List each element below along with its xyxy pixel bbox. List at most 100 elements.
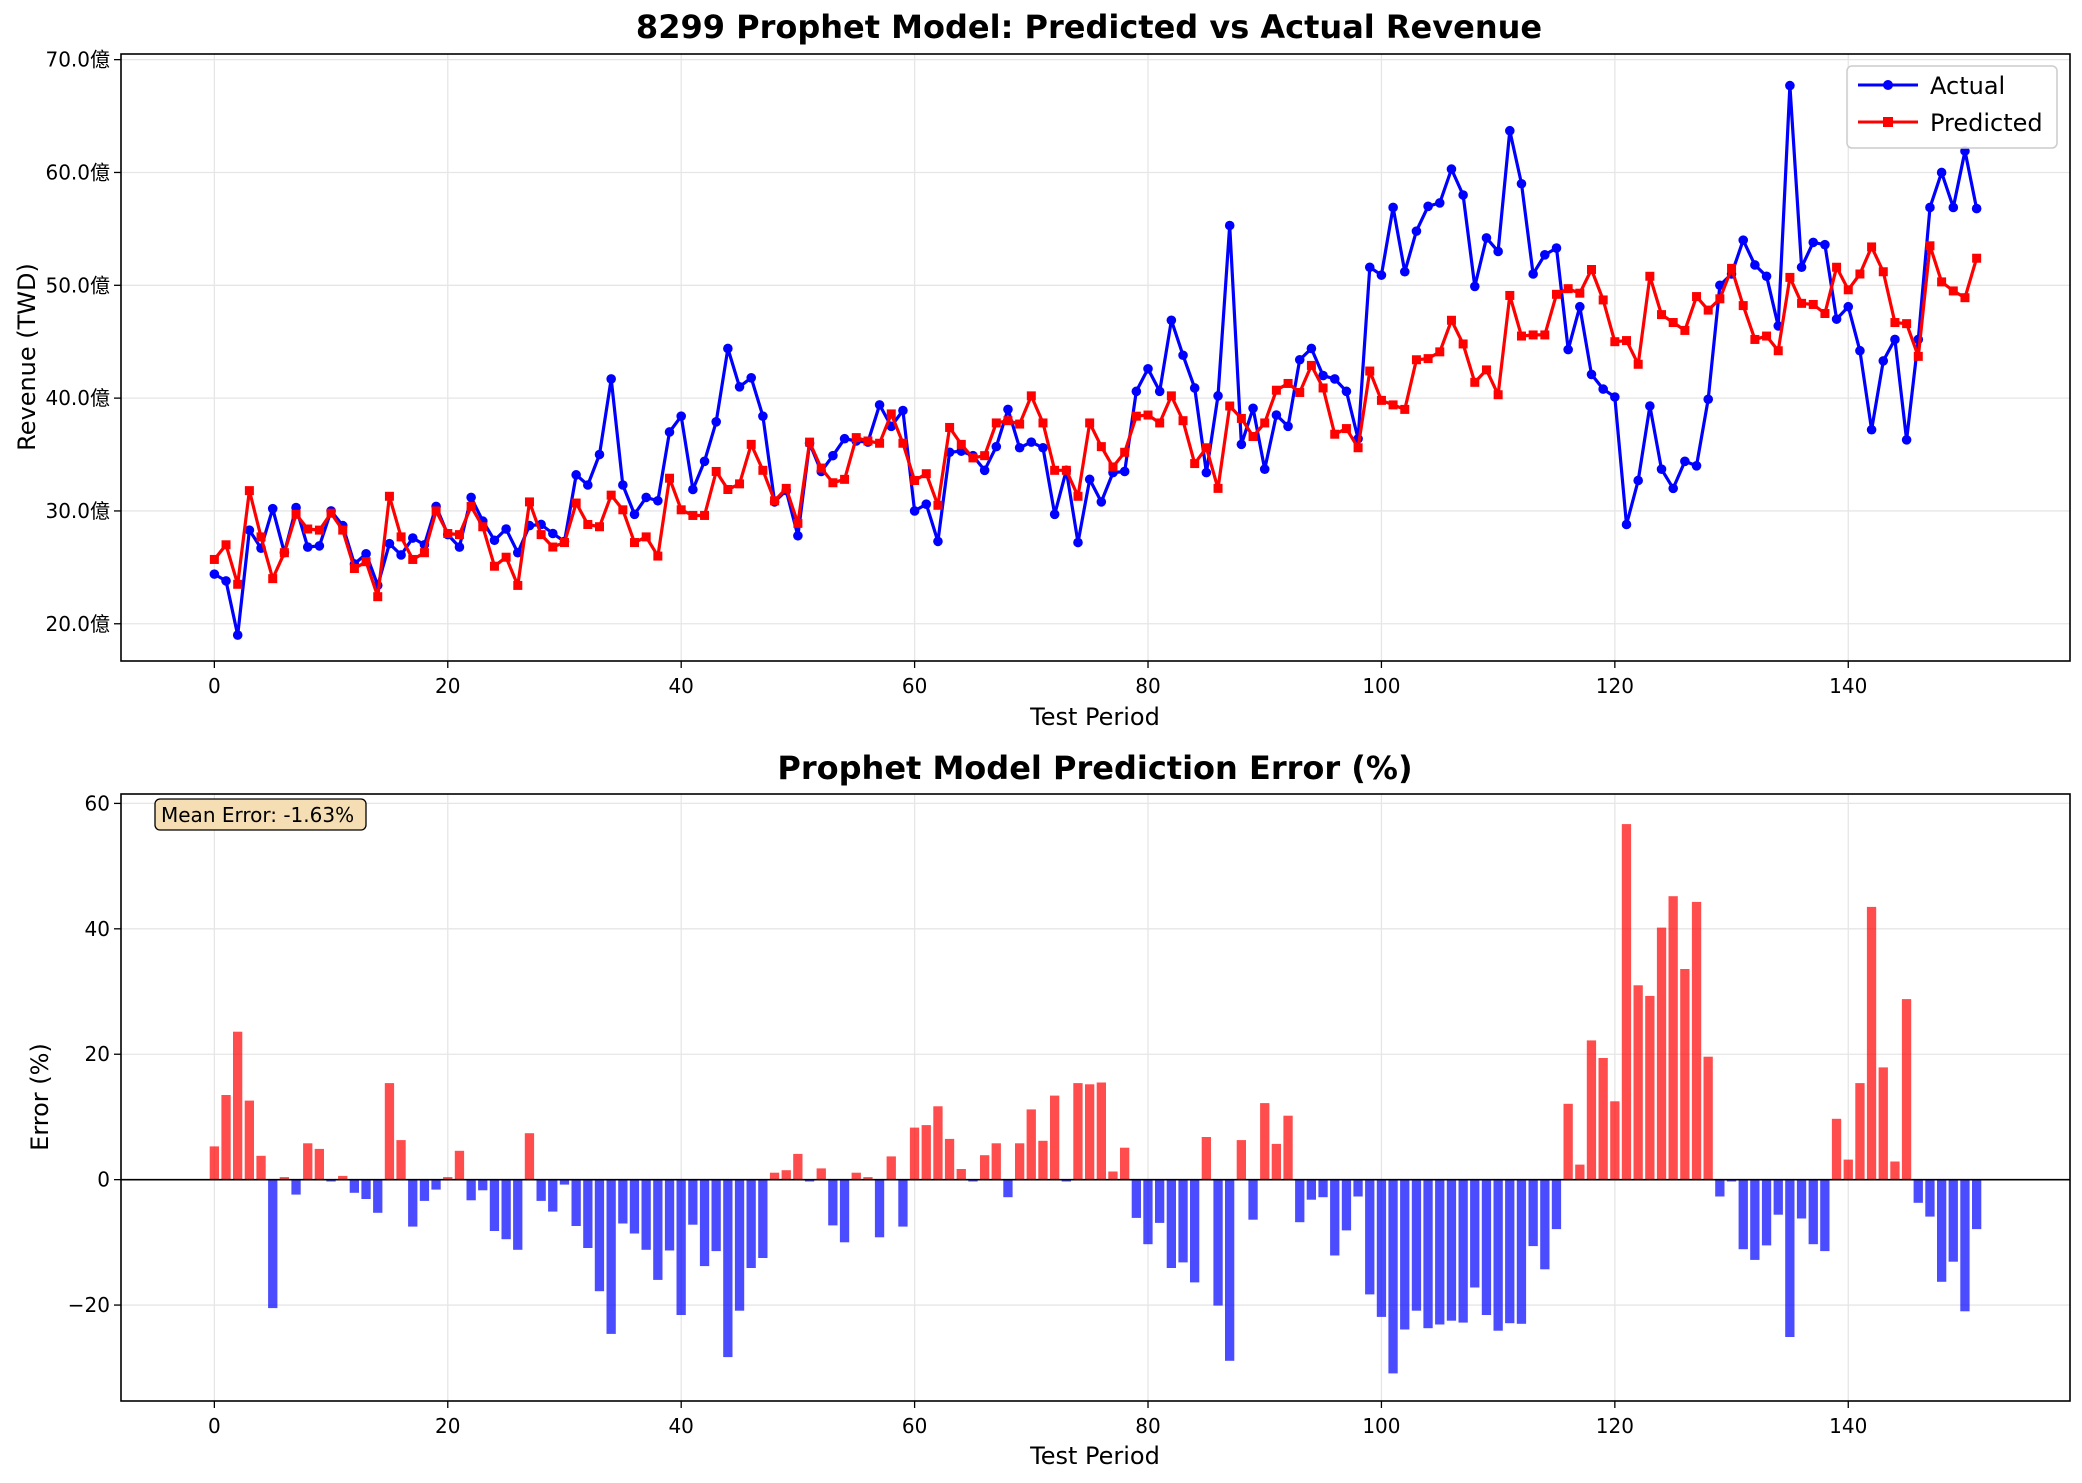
legend: Actual Predicted xyxy=(1846,65,2058,149)
data-point-predicted xyxy=(279,548,289,558)
error-bar xyxy=(1540,1179,1550,1270)
data-point-actual xyxy=(1796,262,1807,273)
error-bar xyxy=(1155,1179,1165,1223)
data-point-actual xyxy=(734,382,745,392)
data-point-predicted xyxy=(489,561,499,571)
data-point-actual xyxy=(1668,483,1678,494)
error-bar xyxy=(886,1156,896,1180)
error-bar xyxy=(454,1150,465,1180)
data-point-actual xyxy=(1738,235,1749,245)
error-bar xyxy=(1785,1179,1795,1337)
data-point-predicted xyxy=(1528,330,1538,340)
data-point-predicted xyxy=(338,525,348,535)
error-bar xyxy=(1960,1179,1970,1312)
data-point-predicted xyxy=(1026,391,1036,401)
error-bar xyxy=(1353,1179,1363,1197)
data-point-predicted xyxy=(443,529,453,539)
x-tick-label: 40 xyxy=(668,1414,693,1438)
data-point-actual xyxy=(209,569,220,579)
x-axis-ticks: 0 20 40 60 80 100 120 140 xyxy=(208,661,1867,698)
error-bar xyxy=(1190,1179,1200,1283)
data-point-predicted xyxy=(1481,365,1491,375)
error-bar xyxy=(1878,1067,1888,1180)
legend-predicted-label: Predicted xyxy=(1930,109,2043,137)
data-point-predicted xyxy=(1306,360,1316,370)
data-point-actual xyxy=(1248,403,1258,414)
series-layer xyxy=(209,80,1982,640)
error-bar xyxy=(1318,1179,1328,1198)
data-point-predicted xyxy=(1236,413,1246,423)
error-bar xyxy=(641,1179,651,1250)
data-point-predicted xyxy=(221,540,231,550)
data-point-predicted xyxy=(1551,289,1561,299)
data-point-actual xyxy=(1703,394,1714,405)
y-tick-label: 20.0億 xyxy=(45,612,110,636)
y-tick-label: 60 xyxy=(85,791,110,815)
data-point-predicted xyxy=(735,479,745,489)
x-tick-label: 60 xyxy=(902,674,927,698)
data-point-predicted xyxy=(478,522,488,532)
data-point-predicted xyxy=(618,505,628,515)
data-point-predicted xyxy=(571,498,581,508)
data-point-predicted xyxy=(1341,424,1351,434)
data-point-predicted xyxy=(454,530,464,540)
data-point-actual xyxy=(571,470,581,480)
error-bar xyxy=(256,1155,266,1180)
data-point-actual xyxy=(676,411,686,421)
data-point-predicted xyxy=(1131,411,1141,421)
data-point-actual xyxy=(758,411,768,421)
data-point-predicted xyxy=(396,532,406,542)
data-point-predicted xyxy=(1516,331,1526,341)
error-bar xyxy=(1400,1179,1410,1330)
data-point-predicted xyxy=(1937,277,1947,287)
data-point-actual xyxy=(1505,125,1515,136)
data-point-predicted xyxy=(1178,416,1188,426)
error-bar xyxy=(1901,999,1912,1180)
error-bar xyxy=(1656,927,1667,1180)
error-bar xyxy=(1096,1082,1106,1180)
data-point-predicted xyxy=(688,510,698,520)
error-bar xyxy=(279,1177,289,1180)
data-point-actual xyxy=(1971,203,1982,214)
data-point-predicted xyxy=(419,548,429,558)
data-point-predicted xyxy=(851,433,861,443)
data-point-predicted xyxy=(1225,401,1235,411)
data-point-actual xyxy=(839,433,850,444)
data-point-predicted xyxy=(1213,483,1223,493)
error-bar xyxy=(209,1146,219,1180)
error-bar xyxy=(396,1140,406,1180)
data-point-predicted xyxy=(665,473,675,483)
data-point-actual xyxy=(1084,474,1095,485)
data-point-predicted xyxy=(991,418,1001,428)
data-point-predicted xyxy=(431,506,441,516)
data-point-predicted xyxy=(863,436,873,446)
error-bar xyxy=(513,1179,523,1250)
error-bar xyxy=(839,1179,850,1243)
data-point-actual xyxy=(221,576,231,586)
x-tick-label: 80 xyxy=(1135,1414,1160,1438)
error-bar xyxy=(653,1179,663,1280)
data-point-predicted xyxy=(980,451,990,461)
error-bar xyxy=(489,1179,500,1231)
error-bar xyxy=(291,1179,301,1195)
data-point-predicted xyxy=(641,532,651,542)
error-bar xyxy=(1015,1143,1025,1180)
bar-chart-panel: Prophet Model Prediction Error (%) 0 20 40… xyxy=(26,749,2071,1470)
data-point-actual xyxy=(1843,301,1854,312)
error-bar xyxy=(1691,901,1702,1180)
data-point-predicted xyxy=(840,474,850,484)
x-tick-label: 60 xyxy=(902,1414,927,1438)
data-point-predicted xyxy=(1155,418,1165,428)
error-bar xyxy=(933,1106,943,1180)
error-bar xyxy=(723,1179,733,1358)
x-axis-label: Test Period xyxy=(1029,1442,1160,1470)
data-point-predicted xyxy=(1808,299,1818,309)
data-point-predicted xyxy=(1773,346,1783,356)
error-bar xyxy=(1925,1179,1935,1217)
error-bar xyxy=(1108,1171,1118,1180)
error-bar xyxy=(233,1031,243,1180)
data-point-actual xyxy=(489,535,500,546)
data-point-actual xyxy=(1026,437,1037,447)
data-point-actual xyxy=(1189,383,1200,393)
